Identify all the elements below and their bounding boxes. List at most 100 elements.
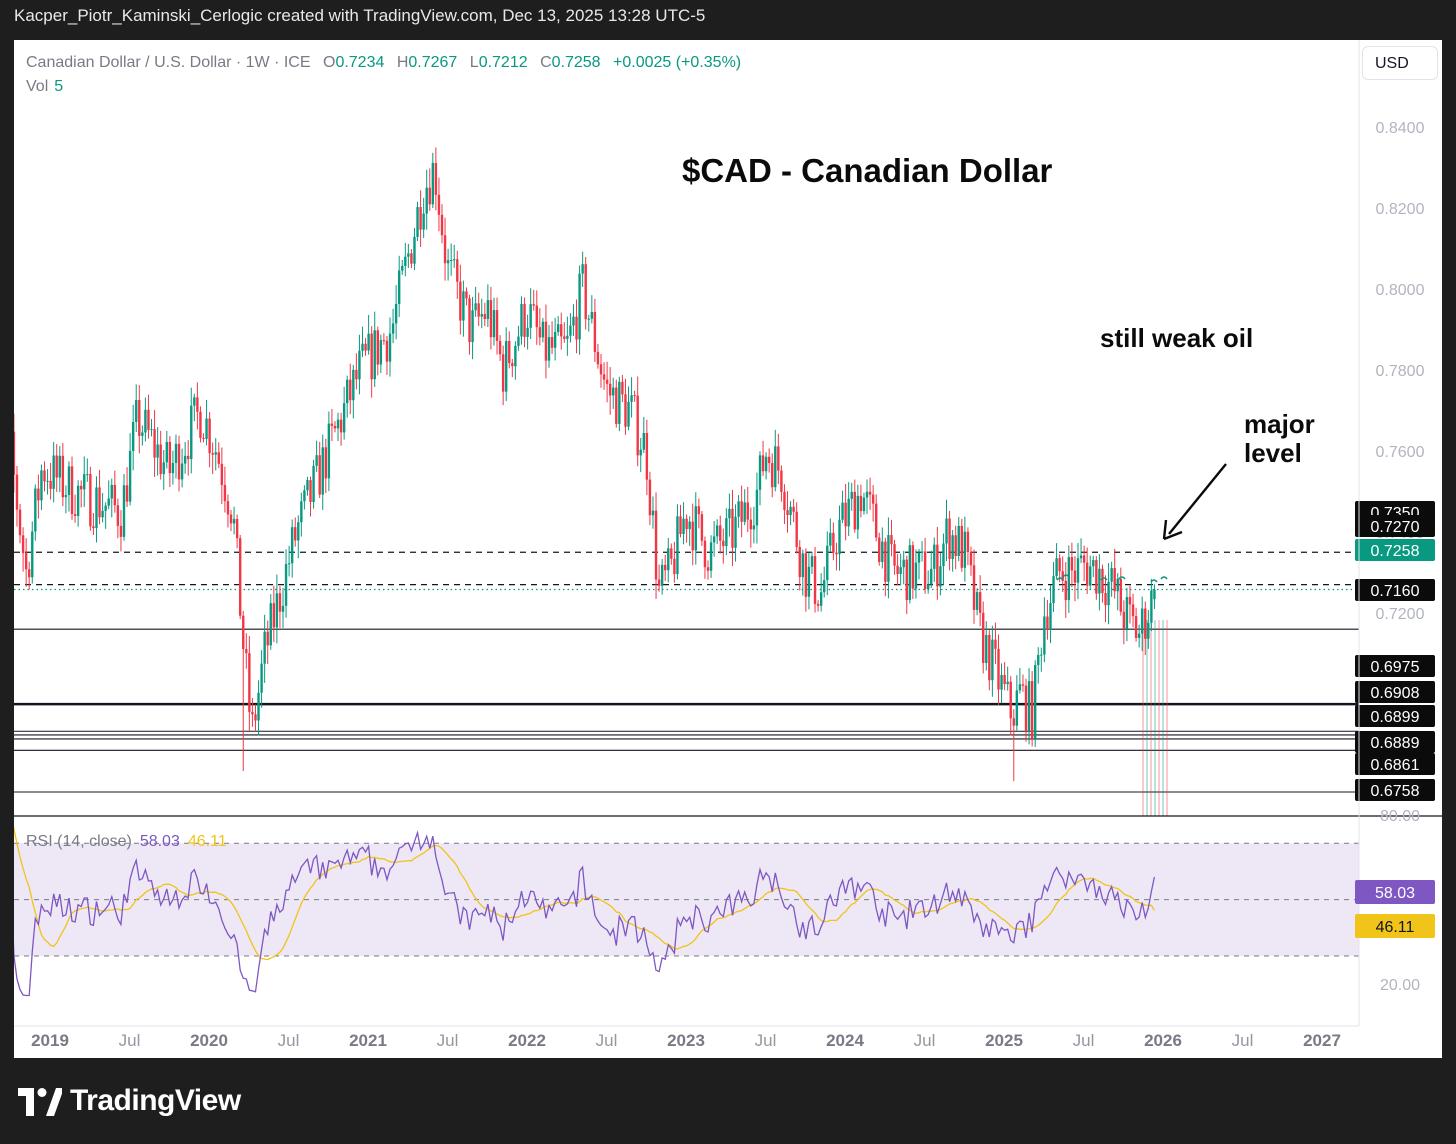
- candle-body: [1009, 681, 1012, 719]
- candle-body: [590, 312, 594, 319]
- candle-body: [1061, 571, 1064, 581]
- candle-body: [908, 545, 912, 601]
- candle-body: [774, 446, 777, 488]
- level-tag-label: 0.6889: [1371, 735, 1420, 752]
- open-label: O: [322, 54, 336, 71]
- footer: [0, 1058, 1456, 1144]
- level-tag: [1355, 579, 1435, 601]
- candle-body: [449, 259, 453, 261]
- candle-body: [706, 567, 710, 571]
- candle-body: [125, 485, 129, 502]
- candle-body: [446, 260, 450, 264]
- candle-body: [1131, 604, 1135, 617]
- candle-body: [1064, 580, 1067, 601]
- candle-body: [596, 351, 600, 365]
- candle-body: [404, 256, 407, 266]
- candle-body: [251, 711, 254, 715]
- candle-body: [89, 474, 92, 527]
- candle-body: [884, 541, 887, 582]
- candle-body: [954, 535, 957, 557]
- candle-body: [238, 538, 242, 616]
- candle-body: [1082, 555, 1086, 563]
- candle-body: [1027, 681, 1031, 731]
- price-tick-label: 0.8200: [1376, 201, 1425, 218]
- candle-body: [309, 480, 312, 502]
- candle-body: [79, 485, 83, 490]
- candle-body: [890, 535, 893, 545]
- price-tick-label: 0.7200: [1376, 606, 1425, 623]
- candle-body: [388, 333, 392, 362]
- candle-body: [618, 381, 621, 424]
- candle-body: [1147, 622, 1150, 639]
- candle-body: [486, 300, 490, 319]
- candle-body: [300, 501, 303, 523]
- candle-body: [294, 527, 297, 541]
- candle-body: [229, 514, 233, 524]
- candle-body: [798, 547, 801, 578]
- candle-body: [572, 316, 575, 326]
- candle-body: [116, 505, 120, 526]
- candle-body: [560, 324, 563, 337]
- level-tag: [1355, 753, 1435, 775]
- candle-body: [346, 379, 349, 404]
- caption-bar: Kacper_Piotr_Kaminski_Cerlogic created w…: [0, 0, 1456, 40]
- candle-body: [49, 480, 52, 489]
- candle-body: [538, 327, 542, 338]
- candle-body: [1067, 557, 1071, 601]
- chart-frame[interactable]: 0.84000.82000.80000.78000.76000.74000.72…: [14, 40, 1442, 1058]
- candle-body: [645, 432, 649, 480]
- candle-body: [205, 418, 208, 439]
- level-tag-label: 0.6975: [1371, 659, 1420, 676]
- candle-body: [966, 531, 970, 553]
- candle-body: [379, 340, 383, 365]
- price-tick-label: 0.7800: [1376, 363, 1425, 380]
- level-tag: [1355, 705, 1435, 727]
- candle-body: [627, 401, 630, 427]
- candle-body: [951, 535, 954, 559]
- candle-body: [746, 502, 749, 520]
- candle-body: [978, 592, 982, 613]
- candle-body: [624, 394, 627, 427]
- level-tag: [1355, 681, 1435, 703]
- candle-body: [462, 291, 465, 321]
- candle-body: [477, 303, 480, 317]
- level-tag-label: 0.6758: [1371, 783, 1420, 800]
- close-value: 0.7258: [551, 54, 601, 71]
- price-chart[interactable]: 0.84000.82000.80000.78000.76000.74000.72…: [14, 40, 1442, 1058]
- candle-body: [847, 498, 850, 527]
- candle-body: [196, 397, 199, 412]
- candle-body: [263, 631, 266, 664]
- candle-body: [147, 409, 150, 430]
- candle-body: [581, 264, 584, 274]
- rsi-panel: [14, 825, 1359, 997]
- candle-body: [281, 605, 285, 612]
- candle-body: [58, 455, 61, 478]
- currency-button[interactable]: USD: [1362, 46, 1438, 80]
- candle-body: [119, 525, 123, 537]
- candle-body: [1021, 684, 1025, 686]
- chart-caption: Kacper_Piotr_Kaminski_Cerlogic created w…: [14, 6, 706, 25]
- candle-body: [816, 603, 820, 606]
- candle-body: [248, 653, 251, 712]
- candle-body: [223, 484, 227, 502]
- candle-body: [694, 506, 697, 551]
- time-tick-label: Jul: [596, 1031, 618, 1050]
- candle-body: [939, 566, 942, 587]
- candle-body: [355, 369, 358, 380]
- volume-label: Vol: [26, 78, 49, 95]
- close-label: C: [540, 54, 552, 71]
- time-tick-label: Jul: [755, 1031, 777, 1050]
- candle-body: [232, 519, 236, 524]
- candle-body: [556, 324, 560, 333]
- candle-body: [841, 502, 844, 520]
- candle-body: [1070, 557, 1074, 571]
- candle-body: [339, 419, 343, 433]
- candle-body: [456, 259, 459, 282]
- candle-body: [1113, 568, 1116, 592]
- candle-body: [391, 323, 395, 334]
- candle-body: [40, 470, 43, 501]
- candle-body: [419, 207, 422, 230]
- candle-body: [453, 259, 456, 261]
- candle-body: [566, 335, 569, 339]
- candle-body: [24, 553, 28, 570]
